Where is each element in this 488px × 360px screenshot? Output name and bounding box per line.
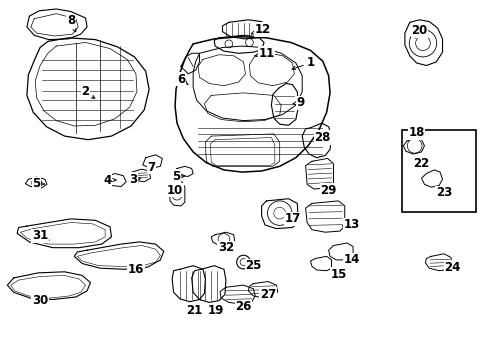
Text: 3: 3 [129, 173, 141, 186]
Text: 17: 17 [284, 212, 300, 225]
Text: 5: 5 [172, 170, 184, 183]
Text: 10: 10 [166, 184, 183, 197]
Text: 19: 19 [207, 304, 224, 317]
Text: 11: 11 [254, 47, 274, 60]
Text: 30: 30 [32, 294, 48, 307]
Text: 13: 13 [342, 219, 360, 231]
Text: 16: 16 [127, 263, 144, 276]
Text: 29: 29 [320, 184, 336, 197]
Text: 12: 12 [251, 23, 271, 36]
Text: 28: 28 [314, 131, 330, 144]
Text: 5: 5 [33, 177, 44, 190]
Text: 20: 20 [410, 24, 427, 38]
Text: 9: 9 [292, 96, 304, 109]
Text: 18: 18 [407, 126, 424, 139]
Text: 21: 21 [186, 304, 203, 317]
Bar [401, 130, 475, 212]
Text: 1: 1 [291, 57, 314, 69]
Text: 22: 22 [412, 157, 429, 170]
Text: 32: 32 [217, 241, 234, 254]
Text: 7: 7 [147, 161, 155, 174]
Text: 6: 6 [177, 73, 187, 86]
Text: 24: 24 [443, 261, 460, 274]
Text: 23: 23 [435, 186, 451, 199]
Text: 4: 4 [103, 174, 116, 186]
Text: 8: 8 [67, 14, 76, 32]
Text: 14: 14 [343, 253, 360, 266]
Text: 15: 15 [329, 268, 346, 281]
Text: 25: 25 [244, 259, 261, 272]
Text: 27: 27 [259, 288, 276, 301]
Text: 26: 26 [235, 300, 251, 313]
Text: 2: 2 [81, 85, 95, 99]
Text: 31: 31 [32, 229, 49, 242]
